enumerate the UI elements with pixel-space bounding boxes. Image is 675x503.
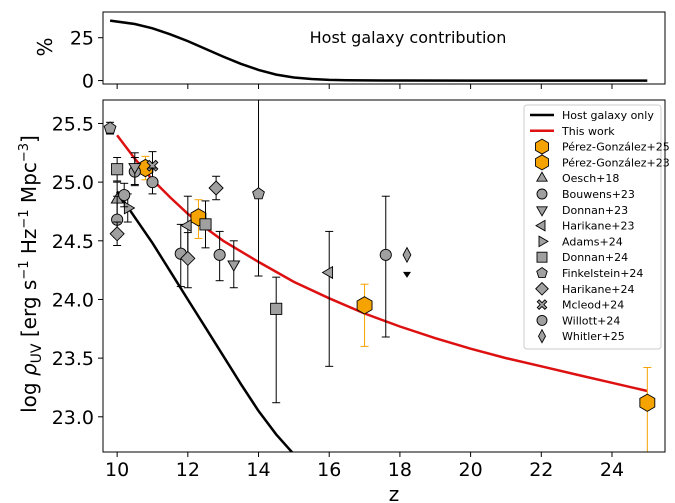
legend-marker-whitler-25 <box>537 328 547 344</box>
legend-label-bouwens-23: Bouwens+23 <box>562 188 635 201</box>
legend-label-mcleod-24: Mcleod+24 <box>562 299 624 312</box>
legend-marker-donnan-24 <box>536 251 548 263</box>
legend-marker-finkelstein-24 <box>536 266 548 278</box>
point-willott-24 <box>379 248 392 261</box>
legend-marker-bouwens-23 <box>536 188 548 200</box>
top-ytick-label: 0 <box>82 71 94 93</box>
host-contribution-curve <box>109 19 648 82</box>
legend-label-donnan-24: Donnan+24 <box>562 251 628 264</box>
legend-label-whitler-25: Whitler+25 <box>562 330 625 343</box>
point-donnan-23 <box>227 260 241 272</box>
legend-marker-mcleod-24 <box>536 299 548 310</box>
ylabel-exp2: −1 <box>17 209 32 228</box>
point-p-rez-gonz-lez-23 <box>639 393 656 412</box>
xtick-label: 24 <box>600 459 624 481</box>
point-harikane-24 <box>109 226 125 242</box>
legend-marker-oesch-18 <box>536 171 548 182</box>
legend-marker-adams-24 <box>538 235 549 248</box>
top-ytick-label: 25 <box>70 28 94 50</box>
ylabel-mpc: Mpc <box>17 162 41 209</box>
legend-label-p-rez-gonz-lez-25: Pérez-González+25 <box>562 141 670 154</box>
legend-label-harikane-23: Harikane+23 <box>562 220 634 233</box>
xtick-label: 18 <box>388 459 412 481</box>
uv-density-panel: 10 12 14 16 18 20 22 24 23.0 23.5 24.0 24.5 25.0 25.5… <box>17 99 670 503</box>
point-harikane-24 <box>180 250 196 267</box>
point-willott-24 <box>146 176 159 189</box>
main-panel-ylabel: log ρUV [erg s−1 Hz−1 Mpc−3] <box>17 135 45 413</box>
point-donnan-24 <box>111 163 124 176</box>
main-panel-xlabel: z <box>389 482 400 503</box>
top-panel-curves <box>109 19 648 82</box>
xtick-label: 16 <box>317 459 341 481</box>
legend-label-host-galaxy-only: Host galaxy only <box>562 109 654 122</box>
top-panel-ylabel: % <box>33 37 57 56</box>
legend-label-finkelstein-24: Finkelstein+24 <box>562 267 643 280</box>
ylabel-units-start: [erg s <box>17 280 41 344</box>
ylabel-prefix: log <box>17 376 41 413</box>
legend-label-oesch-18: Oesch+18 <box>562 172 619 185</box>
xtick-label: 20 <box>459 459 483 481</box>
ytick-label: 23.0 <box>52 407 94 429</box>
ylabel-close: ] <box>17 135 41 143</box>
point-harikane-24 <box>208 180 224 196</box>
legend-marker-p-rez-gonz-lez-25 <box>535 138 549 155</box>
host-contribution-annotation: Host galaxy contribution <box>310 28 507 47</box>
xtick-label: 12 <box>176 459 200 481</box>
legend-label-harikane-24: Harikane+24 <box>562 283 634 296</box>
point-donnan-24 <box>199 218 212 231</box>
ylabel-exp3: −3 <box>17 143 32 162</box>
ylabel-subscript: UV <box>29 343 45 363</box>
xtick-label: 22 <box>529 459 553 481</box>
legend-marker-harikane-23 <box>535 219 546 232</box>
point-harikane-23 <box>180 218 192 233</box>
point-adams-24 <box>123 201 136 215</box>
xtick-label: 10 <box>105 459 129 481</box>
legend-label-this-work: This work <box>561 125 615 138</box>
legend: Host galaxy only This work Pérez-González+… <box>523 104 670 350</box>
legend-marker-harikane-24 <box>535 281 549 296</box>
host-contribution-panel: 0 25 Host galaxy contribution % <box>33 11 666 93</box>
main-panel-data-points <box>103 100 656 452</box>
ytick-label: 24.0 <box>52 289 94 311</box>
main-panel-plot-area <box>103 100 656 452</box>
legend-label-adams-24: Adams+24 <box>562 235 623 248</box>
legend-label-p-rez-gonz-lez-23: Pérez-González+23 <box>562 156 670 169</box>
upper-limit-arrow-whitler-25 <box>402 271 411 278</box>
ytick-label: 25.5 <box>52 113 94 135</box>
point-finkelstein-24 <box>103 121 117 134</box>
ylabel-exp1: −1 <box>17 261 32 280</box>
point-donnan-24 <box>270 302 283 315</box>
ytick-label: 24.5 <box>52 231 94 253</box>
ylabel-rho: ρ <box>17 363 41 376</box>
point-bouwens-23 <box>213 248 226 261</box>
ytick-label: 25.0 <box>52 172 94 194</box>
point-whitler-25 <box>402 246 412 264</box>
legend-label-donnan-23: Donnan+23 <box>562 204 628 217</box>
legend-marker-p-rez-gonz-lez-23 <box>535 154 549 171</box>
xtick-label: 14 <box>246 459 270 481</box>
point-harikane-23 <box>321 265 334 280</box>
point-willott-24 <box>118 188 131 202</box>
main-panel-frame <box>102 99 666 453</box>
point-finkelstein-24 <box>252 187 265 200</box>
legend-marker-willott-24 <box>536 314 548 326</box>
ylabel-hz: Hz <box>17 229 41 261</box>
curve-host-galaxy-only <box>116 190 294 452</box>
legend-marker-donnan-23 <box>536 206 548 217</box>
point-p-rez-gonz-lez-25 <box>356 296 373 315</box>
legend-label-willott-24: Willott+24 <box>562 314 620 327</box>
top-panel-ticks: 0 25 <box>70 28 613 93</box>
main-panel-ticks: 10 12 14 16 18 20 22 24 23.0 23.5 24.0 24.5 25.0 25.5 <box>52 113 624 481</box>
ytick-label: 23.5 <box>52 348 94 370</box>
top-panel-frame <box>102 11 666 85</box>
legend-frame <box>523 104 662 350</box>
point-donnan-23 <box>128 163 142 175</box>
